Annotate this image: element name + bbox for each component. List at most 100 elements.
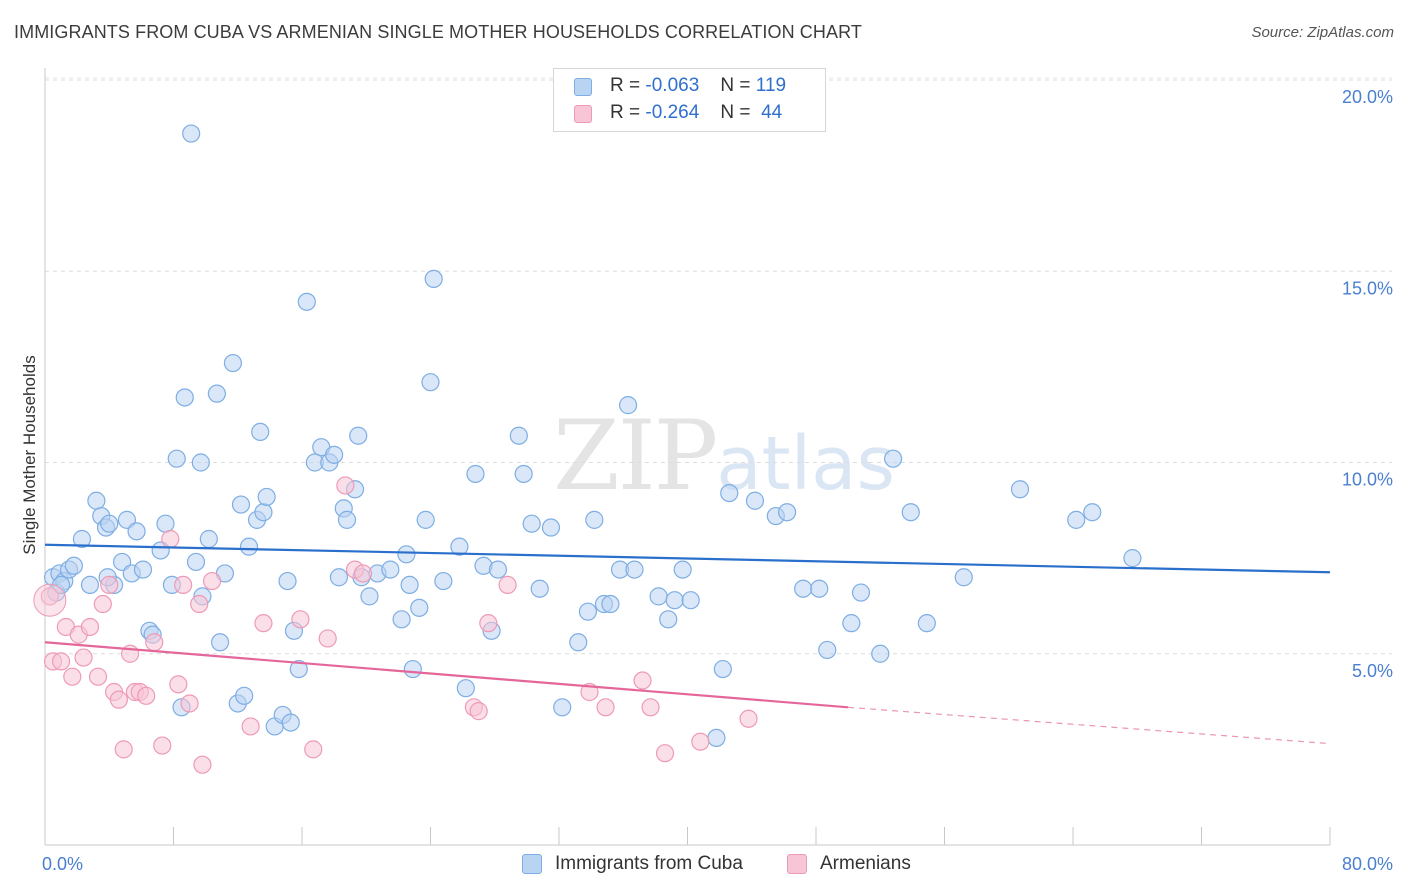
point-armenians xyxy=(137,686,156,705)
point-armenians xyxy=(655,744,675,763)
point-armenians xyxy=(193,755,212,774)
point-cuba xyxy=(254,503,273,522)
point-armenians xyxy=(174,575,193,595)
point-cuba xyxy=(251,422,270,441)
point-armenians xyxy=(190,594,209,614)
trend-line-cuba xyxy=(44,543,1331,574)
point-armenians xyxy=(336,476,355,495)
point-cuba xyxy=(901,503,920,522)
point-cuba xyxy=(601,594,620,614)
point-cuba xyxy=(794,579,813,598)
series-armenians-points xyxy=(33,476,758,774)
grid-lines xyxy=(45,77,1392,655)
point-cuba xyxy=(167,449,186,468)
point-cuba xyxy=(456,679,475,698)
point-cuba xyxy=(1123,549,1142,568)
point-cuba xyxy=(424,269,443,288)
point-cuba xyxy=(514,464,533,484)
point-cuba xyxy=(707,728,726,748)
y-tick-label: 20.0% xyxy=(1342,87,1393,107)
point-cuba xyxy=(207,384,226,403)
point-armenians xyxy=(145,633,164,652)
bottom-legend-swatch-cuba xyxy=(522,854,542,874)
point-cuba xyxy=(578,602,598,621)
point-cuba xyxy=(522,514,541,533)
point-cuba xyxy=(223,353,243,373)
point-armenians xyxy=(202,571,222,591)
point-cuba xyxy=(618,396,638,415)
point-armenians xyxy=(63,667,82,686)
bottom-legend-label-armenians: Armenians xyxy=(820,853,911,874)
point-cuba xyxy=(745,491,765,510)
axes xyxy=(44,68,1331,846)
point-cuba xyxy=(917,614,936,633)
point-cuba xyxy=(421,373,440,392)
point-cuba xyxy=(235,686,254,705)
point-cuba xyxy=(851,583,871,602)
point-cuba xyxy=(1083,503,1102,522)
trend-line-armenians xyxy=(44,641,849,709)
watermark-zip: ZIP xyxy=(553,400,718,512)
point-armenians xyxy=(93,594,112,614)
point-armenians xyxy=(254,614,273,633)
point-cuba xyxy=(239,537,259,556)
watermark-atlas: atlas xyxy=(716,421,896,507)
point-armenians xyxy=(169,675,188,694)
point-cuba xyxy=(72,529,92,549)
point-cuba xyxy=(360,587,379,606)
point-armenians xyxy=(318,629,337,648)
point-cuba xyxy=(466,464,485,484)
point-cuba xyxy=(569,633,588,652)
point-cuba xyxy=(673,560,692,579)
point-cuba xyxy=(818,640,837,660)
point-armenians xyxy=(479,614,498,633)
point-armenians xyxy=(641,698,660,717)
legend-r-label: R = xyxy=(610,102,641,123)
trend-line-armenians-extension xyxy=(848,706,1331,745)
point-cuba xyxy=(659,610,678,629)
point-cuba xyxy=(585,510,604,529)
point-cuba xyxy=(810,579,829,598)
point-cuba xyxy=(410,598,429,617)
point-cuba xyxy=(297,292,316,311)
point-cuba xyxy=(80,575,100,595)
point-armenians xyxy=(100,575,119,595)
point-cuba xyxy=(777,503,797,522)
point-cuba xyxy=(541,518,561,537)
y-tick-label: 10.0% xyxy=(1342,470,1393,490)
point-cuba xyxy=(257,487,276,507)
legend-n-value: 44 xyxy=(761,102,783,123)
point-cuba xyxy=(156,514,175,533)
point-cuba xyxy=(434,571,453,591)
point-cuba xyxy=(392,610,411,629)
point-armenians xyxy=(109,690,128,709)
point-cuba xyxy=(64,556,84,575)
point-cuba xyxy=(289,659,308,679)
point-cuba xyxy=(210,633,230,652)
point-cuba xyxy=(509,426,528,445)
point-cuba xyxy=(1010,480,1030,499)
point-cuba xyxy=(199,529,218,549)
point-cuba xyxy=(400,575,419,595)
point-cuba xyxy=(681,591,700,610)
point-armenians xyxy=(353,564,373,583)
point-armenians xyxy=(153,736,172,755)
legend-n-label: N = xyxy=(720,102,751,123)
point-cuba xyxy=(281,713,300,732)
point-cuba xyxy=(397,545,416,564)
point-cuba xyxy=(665,591,684,610)
point-cuba xyxy=(278,571,297,591)
point-cuba xyxy=(883,449,903,468)
point-cuba xyxy=(871,644,890,663)
point-armenians xyxy=(180,694,199,713)
point-cuba xyxy=(713,659,732,679)
bottom-legend-label-cuba: Immigrants from Cuba xyxy=(555,853,743,874)
point-cuba xyxy=(381,560,400,579)
legend-r-value: -0.264 xyxy=(645,102,700,123)
point-cuba xyxy=(186,552,206,572)
bottom-legend-swatch-armenians xyxy=(787,854,807,874)
legend-text-armenians: R = -0.264 N = 44 xyxy=(610,102,782,124)
point-cuba xyxy=(87,491,106,510)
point-armenians xyxy=(51,652,71,671)
